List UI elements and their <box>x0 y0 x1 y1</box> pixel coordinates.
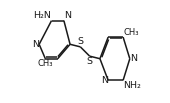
Text: N: N <box>101 76 108 85</box>
Text: NH₂: NH₂ <box>124 81 141 90</box>
Text: H₂N: H₂N <box>33 11 51 20</box>
Text: N: N <box>64 11 71 20</box>
Text: CH₃: CH₃ <box>38 59 53 68</box>
Text: N: N <box>130 54 137 63</box>
Text: N: N <box>32 40 39 49</box>
Text: S: S <box>87 57 93 66</box>
Text: CH₃: CH₃ <box>124 28 139 37</box>
Text: S: S <box>77 37 83 46</box>
